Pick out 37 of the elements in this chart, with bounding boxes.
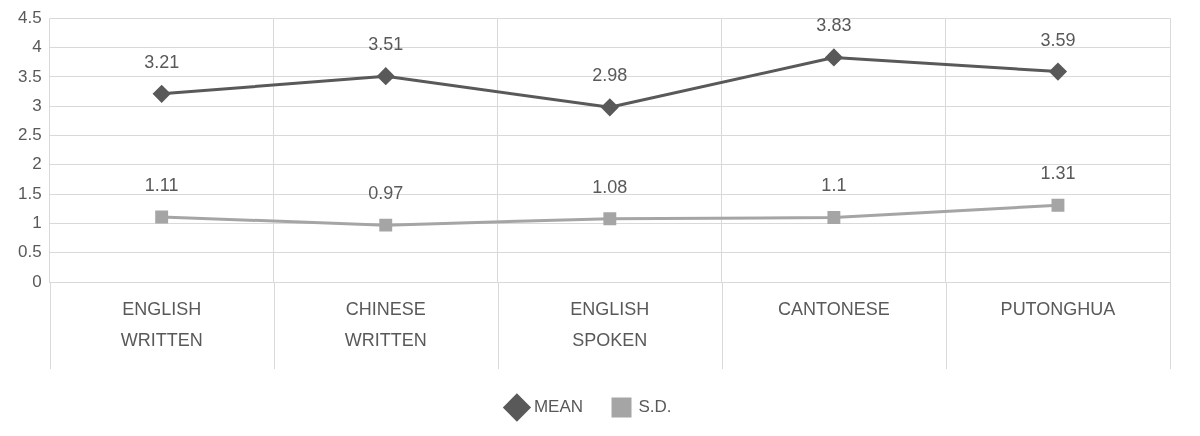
- data-label: 2.98: [592, 65, 628, 86]
- point: [827, 211, 841, 224]
- point: [825, 48, 843, 66]
- legend-label: MEAN: [533, 397, 584, 417]
- y-tick-label: 2.5: [17, 125, 42, 145]
- data-label: 3.51: [368, 34, 404, 55]
- point: [1049, 63, 1067, 81]
- point: [379, 218, 393, 232]
- y-tick-label: 4: [32, 37, 42, 57]
- y-tick-label: 0.5: [17, 242, 42, 262]
- data-label: 3.59: [1040, 29, 1076, 50]
- point: [377, 67, 395, 85]
- point: [603, 212, 617, 226]
- data-label: 3.21: [144, 51, 180, 72]
- data-label: 1.31: [1040, 163, 1076, 184]
- y-tick-label: 3.5: [17, 66, 42, 86]
- data-label: 1.11: [144, 174, 179, 195]
- x-tick-label: ENGLISH WRITTEN: [120, 298, 203, 351]
- legend-label: S.D.: [638, 397, 672, 417]
- data-label: 3.83: [816, 15, 852, 36]
- y-tick-label: 4.5: [17, 7, 42, 27]
- x-tick-label: CHINESE WRITTEN: [344, 298, 427, 351]
- point: [1051, 198, 1065, 212]
- y-tick-label: 0: [32, 271, 42, 291]
- y-tick-label: 1.5: [17, 183, 42, 203]
- x-tick-label: ENGLISH SPOKEN: [570, 298, 650, 351]
- point: [153, 85, 171, 103]
- point: [155, 210, 169, 224]
- x-tick-label: PUTONGHUA: [1000, 298, 1116, 319]
- data-label: 1.08: [592, 176, 628, 197]
- x-tick-label: CANTONESE: [778, 298, 890, 319]
- data-label: 0.97: [368, 183, 404, 204]
- data-label: 1.1: [821, 175, 847, 196]
- point: [601, 98, 619, 116]
- y-tick-label: 3: [32, 95, 42, 115]
- y-tick-label: 2: [32, 154, 42, 174]
- y-tick-label: 1: [32, 213, 42, 233]
